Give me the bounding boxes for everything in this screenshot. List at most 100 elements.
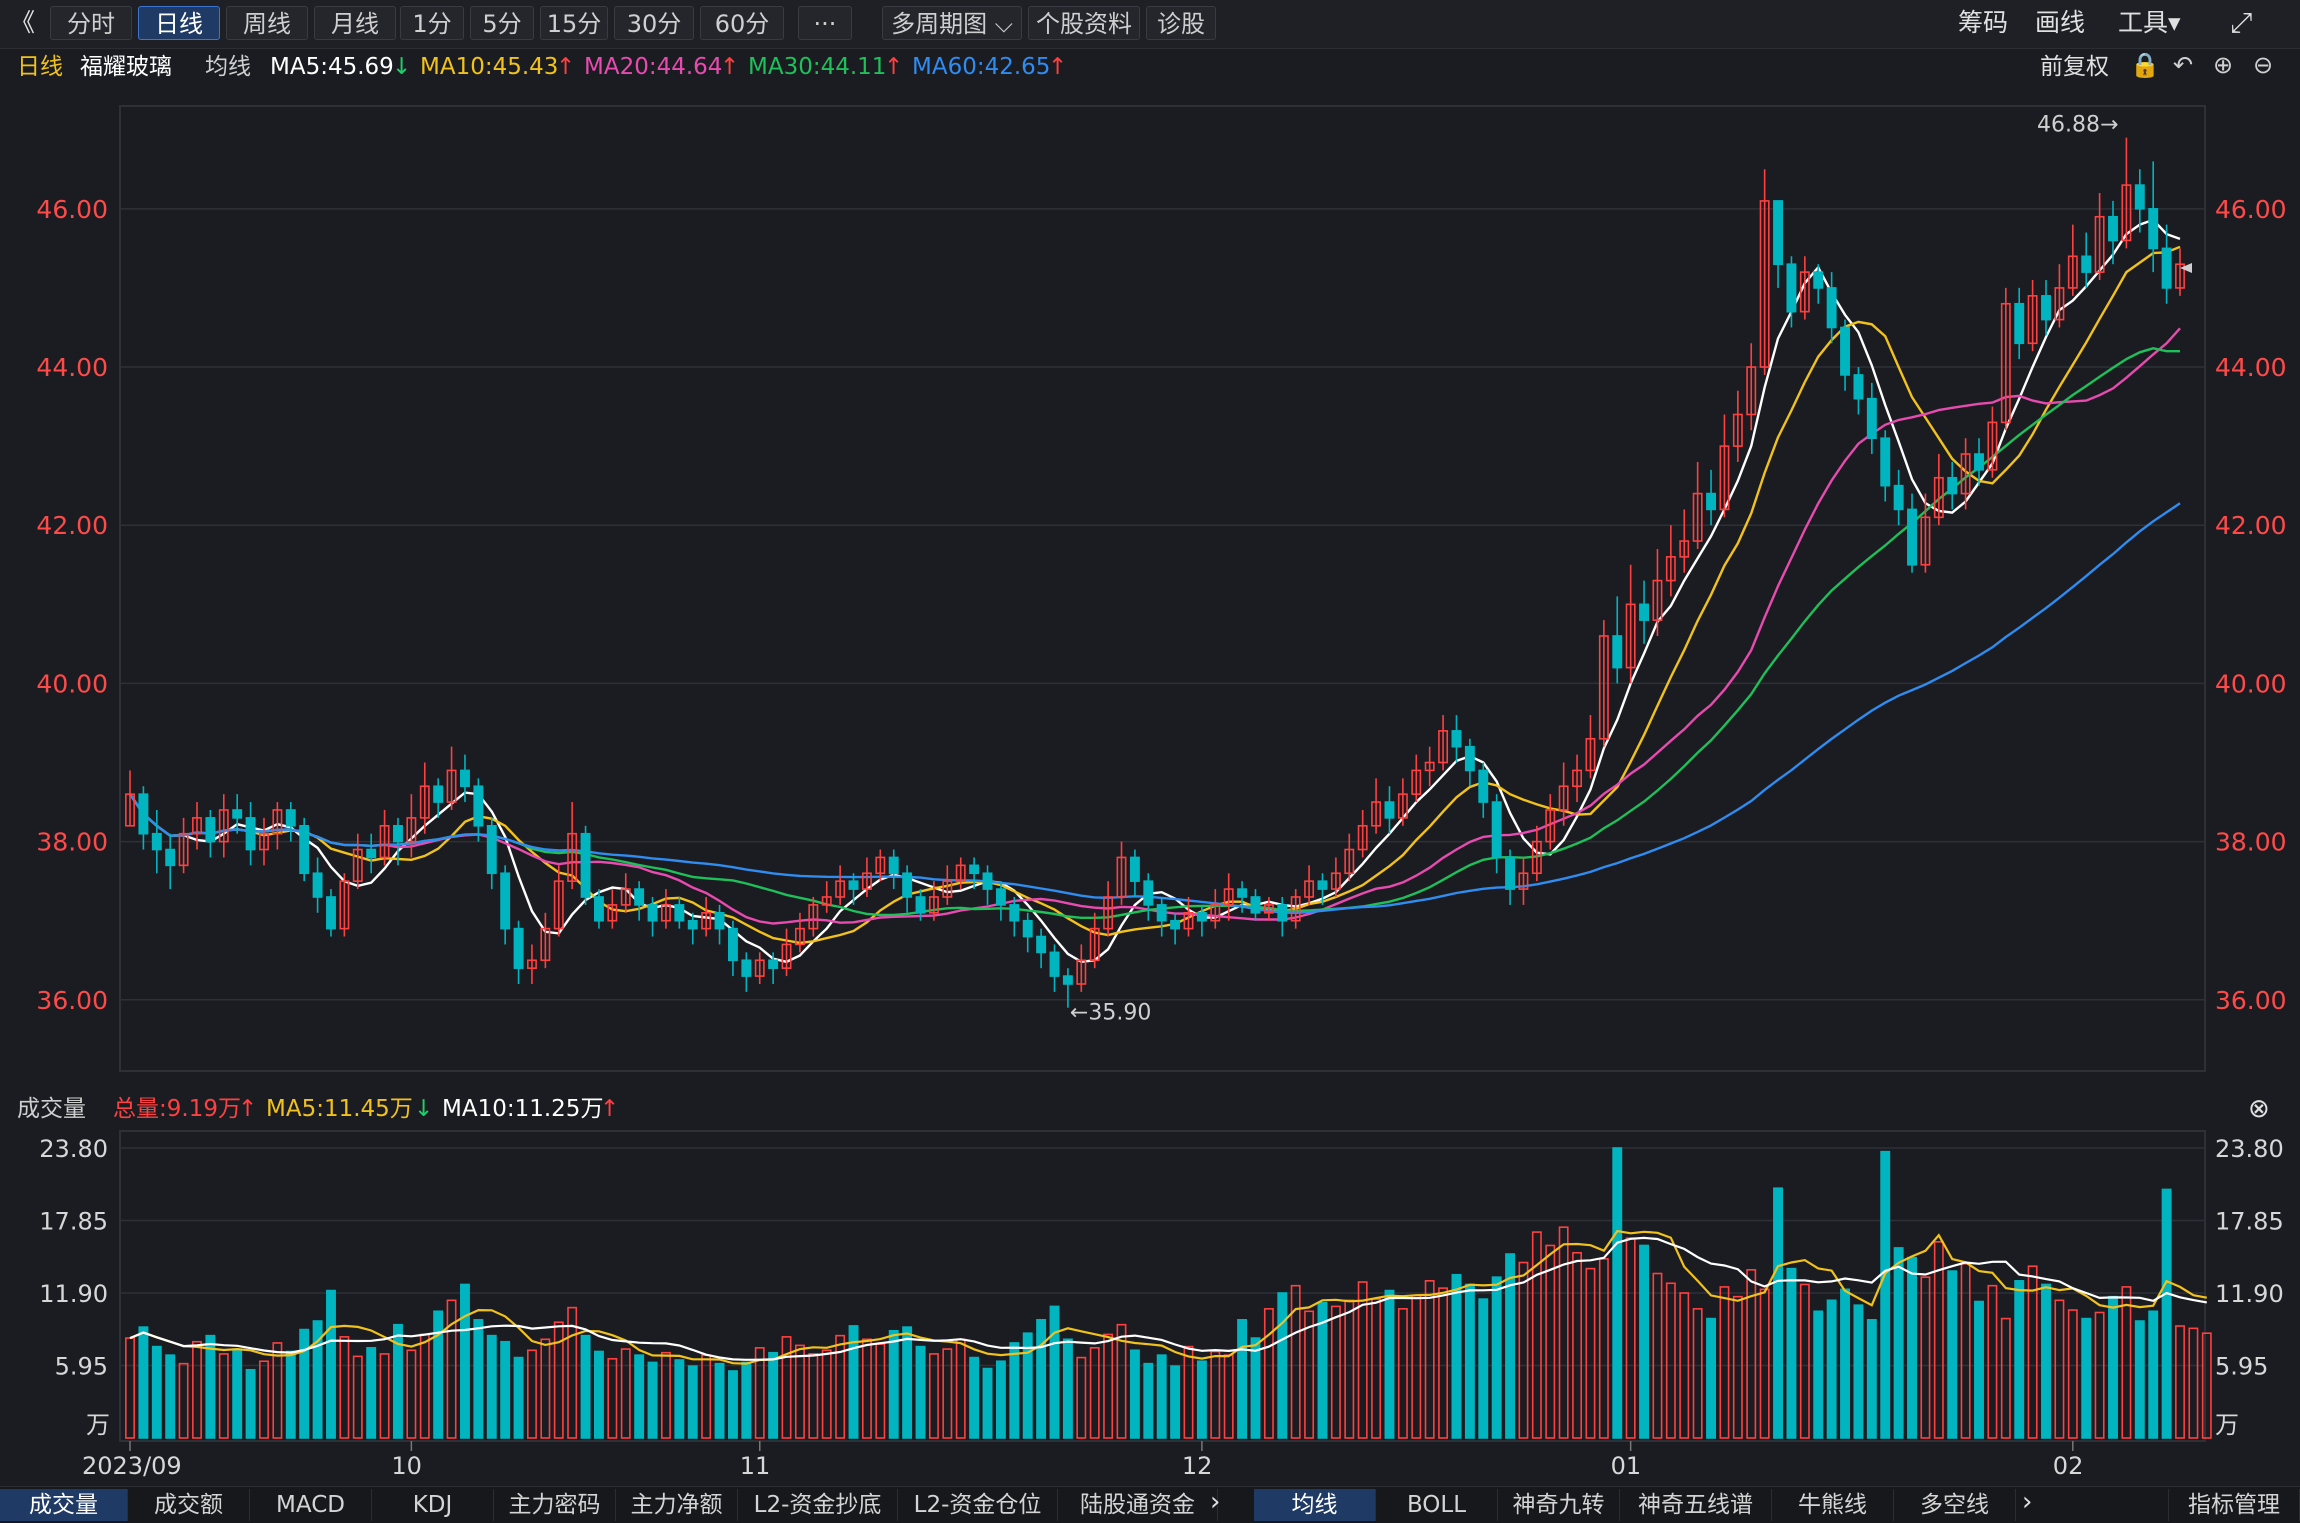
chip-button[interactable]: 筹码 (1958, 8, 2009, 37)
overlay-tab[interactable]: 均线 (1254, 1489, 1376, 1521)
zoom-in-icon[interactable]: ⊕ (2212, 51, 2234, 79)
date-axis-label: 10 (391, 1452, 422, 1480)
volume-bar (1277, 1292, 1288, 1439)
tab-monthly[interactable]: 月线 (314, 6, 396, 40)
tab-5min[interactable]: 5分 (470, 6, 534, 40)
volume-unit-right: 万 (2215, 1411, 2239, 1439)
candle-body (1652, 579, 1663, 621)
date-axis-label: 2023/09 (82, 1452, 182, 1480)
volume-bar (2094, 1311, 2105, 1439)
candle-body (366, 848, 377, 859)
volume-bar (1625, 1237, 1636, 1439)
tabs-more-left-icon[interactable]: › (1210, 1487, 1221, 1517)
overlay-tab[interactable]: 神奇五线谱 (1620, 1489, 1772, 1521)
tab-1min[interactable]: 1分 (400, 6, 464, 40)
candle-body (138, 793, 149, 835)
undo-icon[interactable]: ↶ (2172, 51, 2194, 79)
candle-body (1545, 809, 1556, 843)
overlay-tab[interactable]: BOLL (1376, 1489, 1498, 1521)
tab-weekly[interactable]: 周线 (226, 6, 308, 40)
lock-icon[interactable]: 🔒 (2130, 51, 2160, 79)
candle-body (1183, 912, 1194, 930)
current-price-pointer-icon (2180, 263, 2192, 273)
indicator-tab[interactable]: 成交额 (128, 1489, 250, 1521)
candle-body (1639, 603, 1650, 621)
candle-body (1987, 421, 1998, 471)
tab-60min[interactable]: 60分 (700, 6, 784, 40)
back-icon[interactable]: 《 (10, 8, 36, 37)
date-axis-label: 01 (1611, 1452, 1642, 1480)
overlay-tab[interactable]: 牛熊线 (1772, 1489, 1894, 1521)
indicator-tab[interactable]: 主力净额 (616, 1489, 738, 1521)
price-chart[interactable]: 46.00 46.00 44.00 44.00 42.00 42.00 40.00 40.00… (0, 88, 2300, 1148)
indicator-tab[interactable]: KDJ (372, 1489, 494, 1521)
indicator-tab[interactable]: 成交量 (0, 1489, 128, 1521)
volume-bar (1384, 1289, 1395, 1439)
volume-bar (969, 1356, 980, 1439)
indicator-tab[interactable]: 陆股通资金 (1058, 1489, 1218, 1521)
overlay-tab[interactable]: 神奇九转 (1498, 1489, 1620, 1521)
candle-body (259, 832, 269, 851)
candle-body (1210, 904, 1221, 922)
volume-chart[interactable]: 23.80 23.80 17.85 17.85 11.90 11.90 5.95 5.95 万 万… (0, 1126, 2300, 1486)
stock-info-button[interactable]: 个股资料 (1028, 6, 1140, 40)
multi-period-button[interactable]: 多周期图 ⌵ (882, 6, 1022, 40)
candle-body (781, 943, 792, 969)
indicator-manage-button[interactable]: 指标管理 (2168, 1489, 2300, 1521)
candle-body (1840, 326, 1850, 376)
volume-bar (1170, 1365, 1181, 1439)
zoom-out-icon[interactable]: ⊖ (2252, 51, 2274, 79)
volume-axis-label-right: 5.95 (2215, 1353, 2268, 1381)
indicator-tab[interactable]: L2-资金抄底 (738, 1489, 898, 1521)
volume-bar (727, 1370, 738, 1439)
indicator-tab[interactable]: 主力密码 (494, 1489, 616, 1521)
tab-15min[interactable]: 15分 (540, 6, 608, 40)
volume-bar (1974, 1300, 1984, 1439)
volume-bar (2148, 1310, 2159, 1439)
candle-body (2054, 287, 2065, 321)
volume-bar (1357, 1281, 1368, 1439)
candle-body (727, 927, 738, 962)
volume-bar (955, 1338, 966, 1439)
volume-bar (821, 1349, 832, 1439)
candle-body (1263, 904, 1274, 914)
indicator-tab[interactable]: L2-资金仓位 (898, 1489, 1058, 1521)
candle-body (513, 927, 524, 969)
volume-bar (1679, 1292, 1690, 1439)
volume-bar (674, 1359, 685, 1439)
fullscreen-icon[interactable]: ⤢ (2230, 6, 2253, 39)
diagnose-button[interactable]: 诊股 (1146, 6, 1216, 40)
candle-body (1706, 492, 1716, 511)
price-frame (119, 105, 2206, 1072)
volume-bar (1250, 1337, 1261, 1439)
volume-bar (1652, 1272, 1663, 1439)
volume-bar (1665, 1282, 1676, 1439)
tab-30min[interactable]: 30分 (614, 6, 694, 40)
adjust-mode-button[interactable]: 前复权 (2040, 54, 2109, 80)
volume-bar (2067, 1309, 2078, 1439)
tools-button[interactable]: 工具▾ (2118, 8, 2181, 37)
candle-body (1170, 919, 1181, 930)
candle-body (460, 769, 470, 788)
candle-body (1451, 730, 1462, 748)
volume-bar (2201, 1332, 2212, 1439)
candle-body (1786, 263, 1797, 313)
close-icon[interactable]: ⊗ (2248, 1094, 2270, 1124)
price-axis-label-right: 40.00 (2215, 669, 2287, 698)
volume-bar (165, 1354, 176, 1439)
more-periods-button[interactable]: ··· (798, 6, 852, 40)
indicator-tab[interactable]: MACD (250, 1489, 372, 1521)
tabs-more-right-icon[interactable]: › (2022, 1487, 2033, 1517)
candle-body (2175, 263, 2185, 289)
volume-bar (714, 1362, 725, 1439)
tab-fenshi[interactable]: 分时 (50, 6, 132, 40)
volume-axis-label-right: 17.85 (2215, 1208, 2284, 1236)
volume-bar (1438, 1287, 1449, 1439)
tab-daily[interactable]: 日线 (138, 6, 220, 40)
volume-bar (1558, 1226, 1569, 1439)
overlay-tab[interactable]: 多空线 (1894, 1489, 2016, 1521)
candle-body (2041, 295, 2051, 321)
candle-body (1357, 824, 1368, 851)
draw-line-button[interactable]: 画线 (2035, 8, 2086, 37)
candle-body (1692, 492, 1703, 542)
